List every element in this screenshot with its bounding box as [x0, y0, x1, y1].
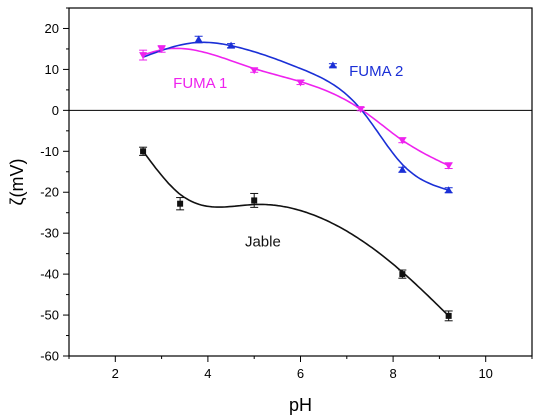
fit-curve-jable [142, 150, 450, 317]
data-point [398, 165, 407, 173]
series-label-jable: Jable [245, 234, 281, 251]
data-point [445, 312, 452, 319]
data-point [227, 41, 236, 49]
data-point [444, 162, 453, 170]
data-point [140, 148, 147, 155]
x-axis-title: pH [289, 395, 312, 415]
data-point [398, 137, 407, 145]
fit-curve-fuma-2 [142, 41, 449, 191]
fit-curves-layer [142, 41, 450, 317]
data-point [194, 35, 203, 43]
data-point [177, 200, 184, 207]
y-tick-label: -10 [40, 144, 59, 159]
data-point [251, 197, 258, 204]
y-axis-title: ζ(mV) [7, 159, 27, 206]
plot-frame [68, 7, 533, 357]
data-point [157, 45, 166, 53]
series-label-fuma-2: FUMA 2 [349, 63, 403, 80]
data-point [399, 271, 406, 278]
y-tick-label: -50 [40, 308, 59, 323]
series-label-fuma-1: FUMA 1 [173, 75, 227, 92]
fit-curve-fuma-1 [142, 47, 450, 167]
x-tick-label: 10 [478, 366, 492, 381]
x-tick-label: 8 [389, 366, 396, 381]
data-point [139, 52, 148, 60]
data-point [250, 67, 259, 75]
data-point [356, 106, 365, 114]
y-tick-label: 0 [52, 103, 59, 118]
y-tick-label: -40 [40, 267, 59, 282]
data-point [444, 186, 453, 194]
y-tick-label: -20 [40, 185, 59, 200]
labels-layer: FUMA 1 FUMA 2 Jable [173, 63, 403, 251]
y-tick-label: 10 [45, 62, 59, 77]
axes-layer: 2 4 6 8 10 -60 -50 -40 -30 -20 -10 0 10 20 [40, 7, 533, 381]
data-point [296, 79, 305, 87]
x-tick-label: 2 [112, 366, 119, 381]
data-point [328, 61, 337, 69]
y-tick-label: -60 [40, 349, 59, 364]
x-tick-label: 4 [204, 366, 211, 381]
y-tick-label: -30 [40, 226, 59, 241]
x-tick-label: 6 [297, 366, 304, 381]
markers-layer [139, 35, 453, 322]
y-tick-label: 20 [45, 21, 59, 36]
